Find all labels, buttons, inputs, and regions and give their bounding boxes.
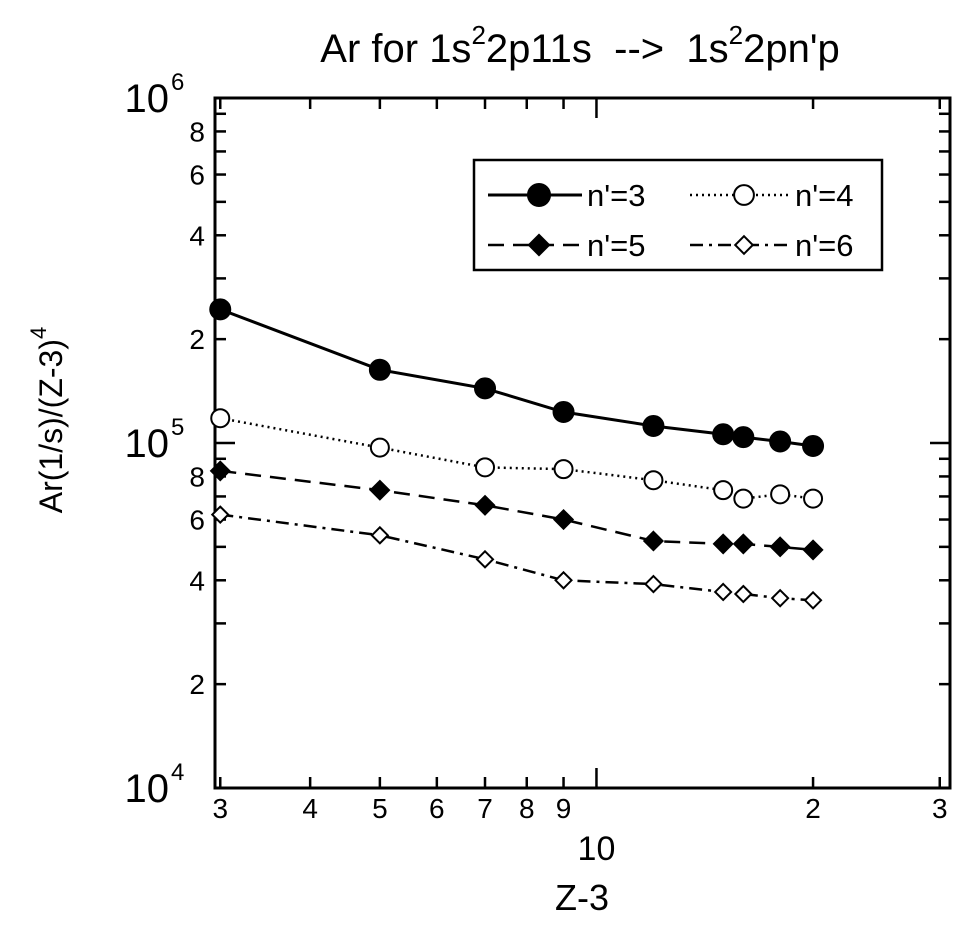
marker-open-diamond: [713, 582, 733, 602]
marker-filled-diamond: [802, 539, 824, 561]
marker-open-circle: [713, 480, 734, 501]
series: [209, 460, 824, 561]
y-tick-label: 6: [189, 160, 205, 191]
x-tick-label: 9: [556, 793, 572, 824]
x-axis-label: Z-3: [555, 877, 609, 918]
marker-filled-diamond: [209, 460, 231, 482]
legend-label: n'=5: [587, 228, 646, 263]
marker-filled-circle: [368, 358, 391, 381]
marker-open-circle: [733, 184, 755, 206]
x-tick-label: 3: [212, 793, 228, 824]
x-tick-label: 6: [429, 793, 445, 824]
y-tick-label-exponent: 4: [171, 759, 184, 786]
series: [210, 505, 823, 610]
marker-filled-circle: [474, 377, 497, 400]
marker-filled-diamond: [369, 479, 391, 501]
marker-filled-diamond: [769, 536, 791, 558]
y-tick-label: 4: [189, 565, 205, 596]
x-tick-label: 5: [372, 793, 388, 824]
y-tick-label: 10: [125, 422, 170, 466]
marker-open-circle: [803, 488, 824, 509]
y-tick-label: 8: [189, 461, 205, 492]
y-axis-label: Ar(1/s)/(Z-3)4: [26, 327, 69, 513]
legend-item: n'=5: [488, 228, 646, 263]
marker-filled-circle: [642, 415, 665, 438]
marker-open-diamond: [733, 234, 755, 256]
y-tick-label: 6: [189, 505, 205, 536]
marker-open-circle: [369, 437, 390, 458]
legend-item: n'=6: [690, 228, 854, 263]
marker-open-diamond: [210, 505, 230, 525]
marker-open-diamond: [370, 525, 390, 545]
marker-open-diamond: [803, 590, 823, 610]
legend-label: n'=3: [587, 178, 646, 213]
y-tick-label: 2: [189, 669, 205, 700]
marker-open-circle: [733, 488, 754, 509]
chart-title: Ar for 1s22p11s --> 1s22pn'p: [320, 20, 839, 71]
marker-open-diamond: [644, 574, 663, 594]
marker-filled-circle: [732, 426, 755, 449]
marker-filled-diamond: [642, 530, 664, 552]
marker-filled-circle: [552, 400, 575, 423]
marker-filled-diamond: [474, 494, 496, 516]
marker-filled-circle: [527, 183, 551, 207]
x-tick-label: 2: [805, 793, 821, 824]
y-tick-label: 8: [189, 116, 205, 147]
marker-filled-diamond: [552, 508, 575, 531]
y-tick-label: 10: [125, 767, 170, 811]
legend-item: n'=4: [690, 178, 854, 213]
marker-open-diamond: [554, 570, 573, 590]
marker-filled-circle: [802, 435, 825, 458]
marker-filled-circle: [712, 423, 735, 446]
x-tick-label: 10: [578, 830, 616, 868]
x-tick-label: 4: [302, 793, 318, 824]
y-tick-label-exponent: 6: [171, 69, 184, 96]
y-tick-label: 4: [189, 220, 205, 251]
marker-filled-diamond: [712, 533, 734, 555]
series-layer: [209, 298, 825, 610]
marker-filled-diamond: [527, 233, 551, 257]
legend-label: n'=4: [795, 178, 854, 213]
marker-open-circle: [475, 457, 496, 478]
marker-open-diamond: [475, 549, 495, 569]
legend: n'=3 n'=4 n'=5 n'=6: [472, 158, 884, 272]
marker-open-diamond: [770, 588, 790, 608]
x-tick-label: 3: [932, 793, 948, 824]
legend-label: n'=6: [795, 228, 854, 263]
y-tick-label-exponent: 5: [171, 414, 184, 441]
y-tick-label: 2: [189, 324, 205, 355]
marker-open-circle: [553, 459, 574, 480]
marker-filled-circle: [769, 430, 792, 453]
marker-filled-diamond: [732, 533, 754, 555]
axis-ticks: [215, 96, 950, 790]
marker-open-circle: [643, 470, 664, 491]
y-tick-label: 10: [125, 77, 170, 121]
marker-open-diamond: [733, 584, 753, 604]
legend-item: n'=3: [488, 178, 646, 213]
x-tick-label: 7: [477, 793, 493, 824]
marker-open-circle: [770, 484, 791, 505]
series: [210, 408, 824, 509]
marker-filled-circle: [209, 298, 232, 321]
marker-open-circle: [210, 408, 231, 429]
x-tick-label: 8: [519, 793, 535, 824]
series: [209, 298, 825, 458]
